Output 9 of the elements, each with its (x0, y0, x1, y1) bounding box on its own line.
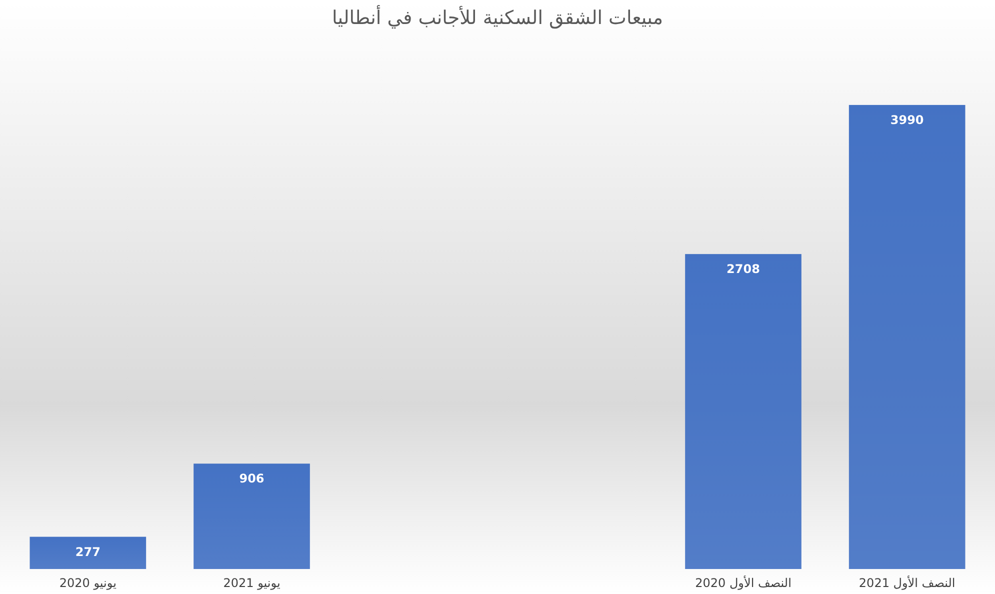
data-label: 906 (239, 472, 264, 486)
x-tick-label: النصف الأول 2021 (858, 575, 956, 590)
x-tick-label: يونيو 2021 (223, 576, 280, 590)
data-label: 2708 (726, 262, 760, 276)
x-tick-label: النصف الأول 2020 (695, 575, 792, 590)
data-label: 3990 (890, 112, 924, 127)
x-tick-label: يونيو 2020 (59, 576, 116, 590)
chart-title: مبيعات الشقق السكنية للأجانب في أنطاليا (332, 5, 664, 29)
data-label: 277 (75, 544, 100, 559)
